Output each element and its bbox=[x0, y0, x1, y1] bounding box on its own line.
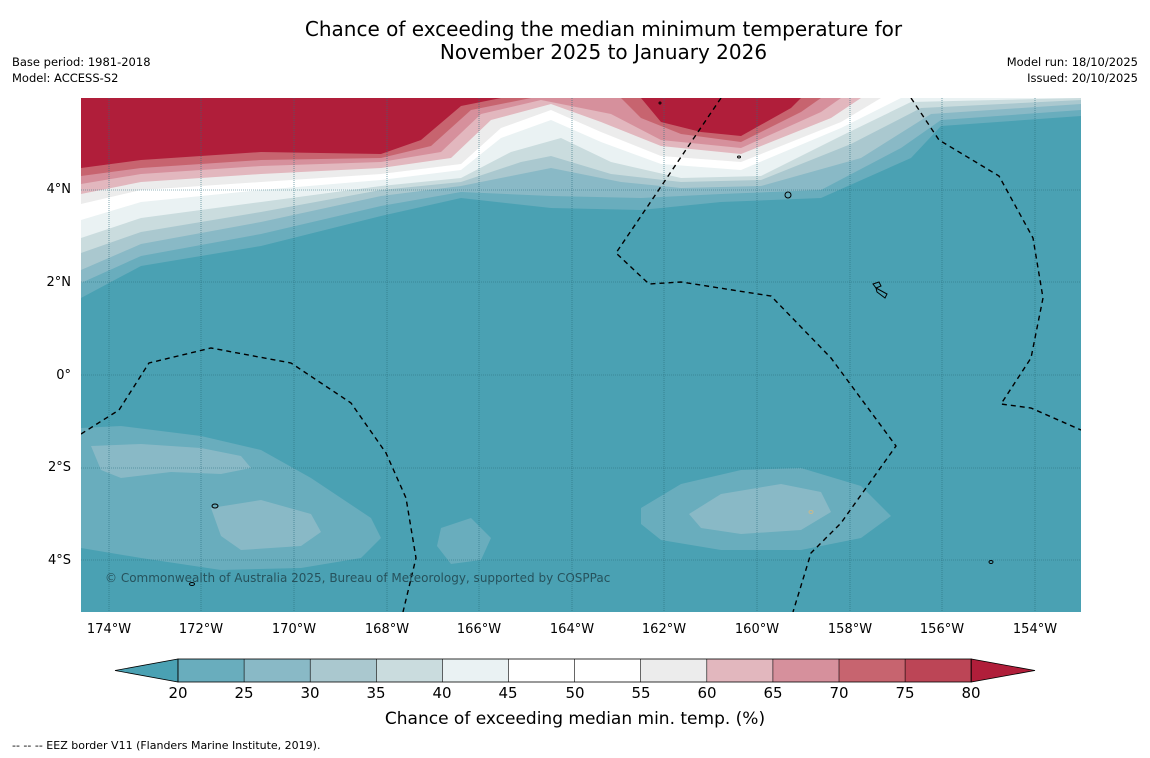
base-period: Base period: 1981-2018 bbox=[12, 55, 151, 69]
lon-label-172w: 172°W bbox=[178, 622, 224, 637]
lon-label-170w: 170°W bbox=[271, 622, 317, 637]
map-area: © Commonwealth of Australia 2025, Bureau… bbox=[81, 98, 1081, 612]
colorbar-tick-30: 30 bbox=[300, 684, 320, 702]
colorbar-tick-55: 55 bbox=[631, 684, 651, 702]
model-name: Model: ACCESS-S2 bbox=[12, 71, 119, 85]
model-run: Model run: 18/10/2025 bbox=[1006, 55, 1138, 69]
eez-borders bbox=[81, 98, 1081, 612]
copyright-notice: © Commonwealth of Australia 2025, Bureau… bbox=[105, 571, 611, 585]
colorbar-tick-45: 45 bbox=[498, 684, 518, 702]
blob-30-west-inner bbox=[91, 444, 251, 478]
colorbar-swatch bbox=[574, 659, 642, 682]
colorbar-tick-80: 80 bbox=[961, 684, 981, 702]
map-title: Chance of exceeding the median minimum t… bbox=[0, 18, 1150, 64]
lat-label-4s: 4°S bbox=[47, 553, 71, 568]
colorbar-swatch bbox=[178, 659, 245, 682]
title-line-1: Chance of exceeding the median minimum t… bbox=[304, 17, 903, 41]
colorbar-extend-low bbox=[114, 658, 179, 683]
colorbar-tick-60: 60 bbox=[697, 684, 717, 702]
lon-label-160w: 160°W bbox=[734, 622, 780, 637]
lon-label-154w: 154°W bbox=[1012, 622, 1058, 637]
colorbar-swatch bbox=[905, 659, 972, 682]
map-canvas bbox=[81, 98, 1081, 612]
colorbar-tick-50: 50 bbox=[565, 684, 585, 702]
colorbar-swatch bbox=[772, 659, 840, 682]
colorbar-swatch bbox=[640, 659, 708, 682]
lon-label-174w: 174°W bbox=[86, 622, 132, 637]
lon-label-156w: 156°W bbox=[919, 622, 965, 637]
blob-35-east-inner bbox=[689, 484, 831, 534]
lon-label-158w: 158°W bbox=[827, 622, 873, 637]
lon-label-164w: 164°W bbox=[549, 622, 595, 637]
lon-label-168w: 168°W bbox=[364, 622, 410, 637]
meta-left: Base period: 1981-2018 Model: ACCESS-S2 bbox=[12, 54, 151, 86]
colorbar-tick-75: 75 bbox=[895, 684, 915, 702]
issued-date: Issued: 20/10/2025 bbox=[1027, 71, 1138, 85]
colorbar-tick-70: 70 bbox=[829, 684, 849, 702]
colorbar-tick-40: 40 bbox=[432, 684, 452, 702]
colorbar-swatch bbox=[706, 659, 774, 682]
lat-label-2s: 2°S bbox=[47, 460, 71, 475]
graticule bbox=[81, 98, 1081, 612]
meta-right: Model run: 18/10/2025 Issued: 20/10/2025 bbox=[1007, 54, 1138, 86]
colorbar-tick-35: 35 bbox=[366, 684, 386, 702]
band-80 bbox=[81, 98, 801, 168]
colorbar-title: Chance of exceeding median min. temp. (%… bbox=[384, 709, 766, 729]
title-line-2: November 2025 to January 2026 bbox=[439, 40, 768, 64]
colorbar-swatch bbox=[244, 659, 311, 682]
colorbar-extend-high bbox=[970, 658, 1036, 683]
lat-label-0: 0° bbox=[56, 368, 71, 383]
colorbar-tick-20: 20 bbox=[168, 684, 188, 702]
colorbar-swatch bbox=[376, 659, 443, 682]
lon-label-166w: 166°W bbox=[456, 622, 502, 637]
colorbar-tick-25: 25 bbox=[234, 684, 254, 702]
blob-30-mid bbox=[437, 518, 491, 564]
colorbar-swatch bbox=[442, 659, 509, 682]
islands bbox=[189, 101, 994, 586]
lat-label-4n: 4°N bbox=[46, 182, 72, 197]
lat-label-2n: 2°N bbox=[46, 275, 72, 290]
colorbar-swatch bbox=[508, 659, 576, 682]
colorbar-tick-65: 65 bbox=[763, 684, 783, 702]
eez-legend-note: -- -- -- EEZ border V11 (Flanders Marine… bbox=[12, 739, 321, 752]
colorbar-swatch bbox=[310, 659, 377, 682]
blob-30-west-south bbox=[211, 500, 321, 550]
lon-label-162w: 162°W bbox=[641, 622, 687, 637]
colorbar-swatch bbox=[839, 659, 906, 682]
